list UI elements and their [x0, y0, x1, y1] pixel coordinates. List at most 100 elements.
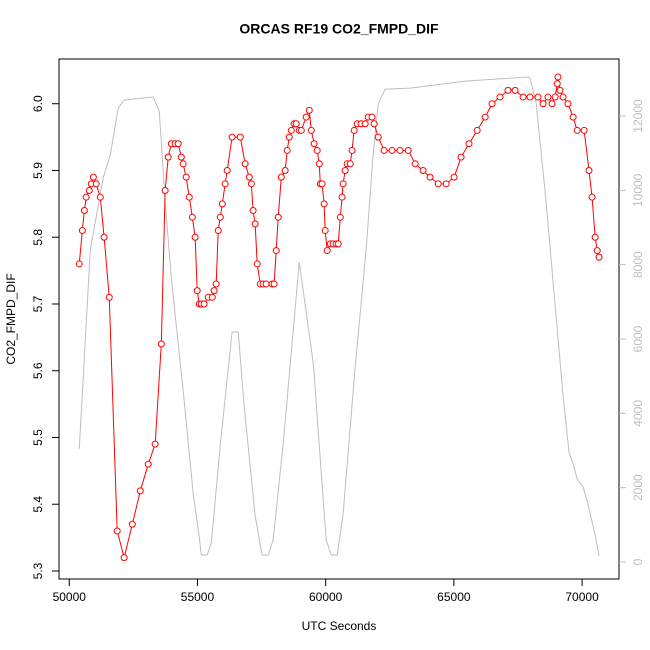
- x-axis-label: UTC Seconds: [302, 619, 377, 633]
- data-point: [323, 247, 331, 255]
- data-point: [161, 187, 169, 195]
- y2-tick-label: 8000: [631, 251, 645, 278]
- data-point: [251, 220, 259, 228]
- data-point: [151, 440, 159, 448]
- data-point: [287, 126, 295, 134]
- data-point: [588, 193, 596, 201]
- data-point: [120, 554, 128, 562]
- data-point: [75, 260, 83, 268]
- y-tick-label: 5.4: [31, 496, 45, 513]
- data-point: [559, 93, 567, 101]
- data-point: [89, 173, 97, 181]
- data-point: [82, 193, 90, 201]
- plot-frame: [58, 58, 620, 580]
- data-point: [411, 160, 419, 168]
- data-point: [346, 160, 354, 168]
- data-point: [511, 86, 519, 94]
- data-point: [585, 166, 593, 174]
- data-point: [292, 120, 300, 128]
- data-point: [249, 207, 257, 215]
- data-point: [179, 160, 187, 168]
- x-tick-label: 50000: [53, 590, 87, 604]
- data-point: [177, 153, 185, 161]
- y-tick-label: 5.3: [31, 562, 45, 579]
- y2-tick-label: 12000: [631, 99, 645, 133]
- data-point: [208, 293, 216, 301]
- data-point: [442, 180, 450, 188]
- data-point: [388, 146, 396, 154]
- data-point: [551, 93, 559, 101]
- data-point: [318, 180, 326, 188]
- y-tick-label: 6.0: [31, 95, 45, 112]
- y-tick-label: 5.7: [31, 295, 45, 312]
- data-point: [593, 247, 601, 255]
- data-point: [274, 213, 282, 221]
- data-point: [310, 140, 318, 148]
- data-point: [216, 213, 224, 221]
- data-point: [191, 233, 199, 241]
- data-point: [434, 180, 442, 188]
- data-point: [193, 287, 201, 295]
- x-tick-label: 65000: [437, 590, 471, 604]
- data-point: [285, 133, 293, 141]
- data-point: [96, 193, 104, 201]
- y-tick-label: 5.6: [31, 362, 45, 379]
- data-point: [504, 86, 512, 94]
- x-tick-label: 55000: [181, 590, 215, 604]
- data-point: [380, 146, 388, 154]
- data-point: [350, 126, 358, 134]
- data-point: [526, 93, 534, 101]
- data-point: [496, 93, 504, 101]
- data-point: [253, 260, 261, 268]
- y-axis-label: CO2_FMPD_DIF: [4, 273, 18, 364]
- data-point: [457, 153, 465, 161]
- data-point: [313, 146, 321, 154]
- y-tick-label: 5.5: [31, 429, 45, 446]
- y2-tick-label: 10000: [631, 173, 645, 207]
- data-point: [473, 126, 481, 134]
- data-point: [302, 113, 310, 121]
- data-point: [341, 166, 349, 174]
- data-point: [307, 126, 315, 134]
- y2-tick-label: 4000: [631, 400, 645, 427]
- data-point: [236, 133, 244, 141]
- data-point: [228, 133, 236, 141]
- data-point: [519, 93, 527, 101]
- data-point: [534, 93, 542, 101]
- data-point: [305, 106, 313, 114]
- data-point: [247, 180, 255, 188]
- data-point: [361, 120, 369, 128]
- data-point: [348, 146, 356, 154]
- data-point: [241, 160, 249, 168]
- data-point: [544, 93, 552, 101]
- data-point: [334, 240, 342, 248]
- data-point: [336, 213, 344, 221]
- data-point: [315, 160, 323, 168]
- data-point: [182, 173, 190, 181]
- y-tick-label: 5.8: [31, 229, 45, 246]
- data-point: [539, 100, 547, 108]
- data-point: [569, 113, 577, 121]
- data-point: [564, 100, 572, 108]
- data-point: [580, 126, 588, 134]
- data-point: [277, 173, 285, 181]
- data-point: [100, 233, 108, 241]
- chart-title: ORCAS RF19 CO2_FMPD_DIF: [239, 21, 439, 37]
- y-tick-label: 5.9: [31, 162, 45, 179]
- data-point: [200, 300, 208, 308]
- data-point: [174, 140, 182, 148]
- data-point: [223, 166, 231, 174]
- data-point: [426, 173, 434, 181]
- data-point: [548, 100, 556, 108]
- data-point: [339, 180, 347, 188]
- data-point: [221, 180, 229, 188]
- data-point: [85, 187, 93, 195]
- data-point: [396, 146, 404, 154]
- data-point: [245, 173, 253, 181]
- data-point: [105, 293, 113, 301]
- data-point: [320, 200, 328, 208]
- data-point: [136, 487, 144, 495]
